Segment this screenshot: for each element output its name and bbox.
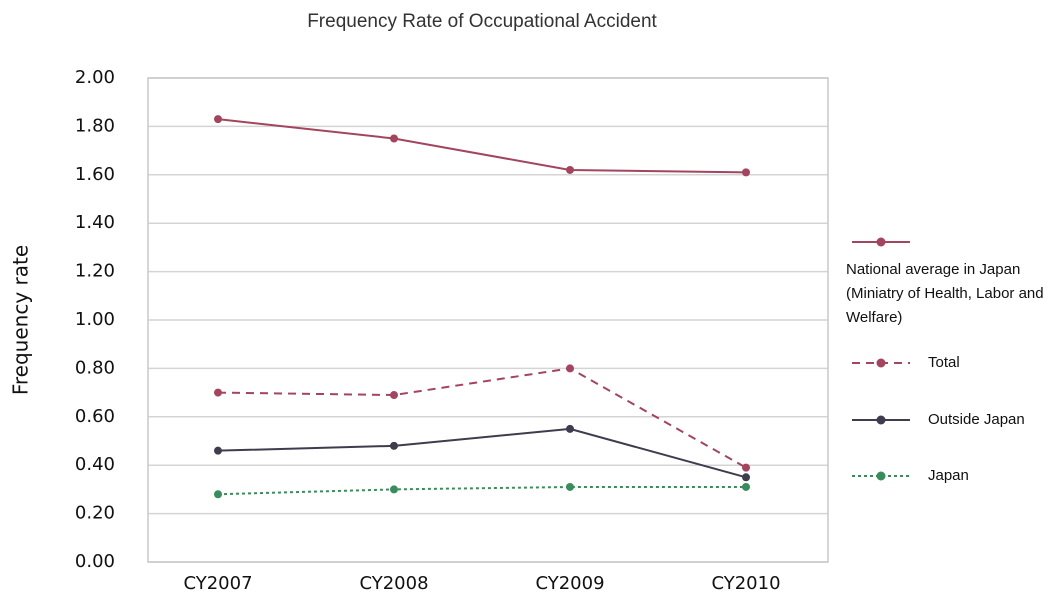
x-tick-label: CY2007 — [183, 573, 252, 594]
y-tick-label: 1.60 — [75, 164, 115, 185]
legend-label: Total — [928, 354, 960, 371]
point — [742, 463, 750, 472]
point — [566, 482, 574, 491]
point — [742, 473, 750, 482]
y-tick-label: 0.60 — [75, 406, 115, 427]
point — [566, 364, 574, 373]
series-line — [217, 485, 746, 496]
y-tick-label: 0.20 — [75, 503, 115, 524]
legend-label: Japan — [928, 467, 969, 484]
y-tick-label: 2.00 — [75, 67, 115, 88]
point — [742, 482, 750, 491]
point — [742, 168, 750, 177]
chart-title: Frequency Rate of Occupational Accident — [307, 11, 657, 32]
x-tick-label: CY2009 — [535, 573, 604, 594]
legend-label: Outside Japan — [928, 411, 1025, 428]
legend-label: National average in Japan (Miniatry of H… — [846, 261, 1044, 326]
y-axis-label: Frequency rate — [9, 245, 33, 395]
point — [390, 134, 398, 143]
legend-marker — [876, 358, 886, 368]
point — [566, 424, 574, 433]
point — [390, 391, 398, 400]
point — [214, 446, 222, 455]
series-line — [217, 118, 747, 174]
legend-marker — [876, 237, 886, 247]
x-tick-label: CY2008 — [359, 573, 428, 594]
plot-frame — [147, 77, 829, 563]
y-tick-label: 0.00 — [75, 551, 115, 572]
y-tick-label: 1.40 — [75, 212, 115, 233]
point — [214, 388, 222, 397]
point — [214, 115, 222, 124]
point — [566, 165, 574, 174]
series-line — [217, 427, 747, 479]
point — [390, 441, 398, 450]
y-tick-label: 0.80 — [75, 357, 115, 378]
legend-marker — [876, 471, 886, 481]
y-tick-label: 0.40 — [75, 454, 115, 475]
legend-marker — [876, 415, 886, 425]
point — [390, 485, 398, 494]
series-line — [217, 367, 747, 469]
x-tick-label: CY2010 — [711, 573, 780, 594]
point — [214, 490, 222, 499]
y-tick-label: 1.20 — [75, 261, 115, 282]
y-tick-label: 1.00 — [75, 309, 115, 330]
y-tick-label: 1.80 — [75, 115, 115, 136]
